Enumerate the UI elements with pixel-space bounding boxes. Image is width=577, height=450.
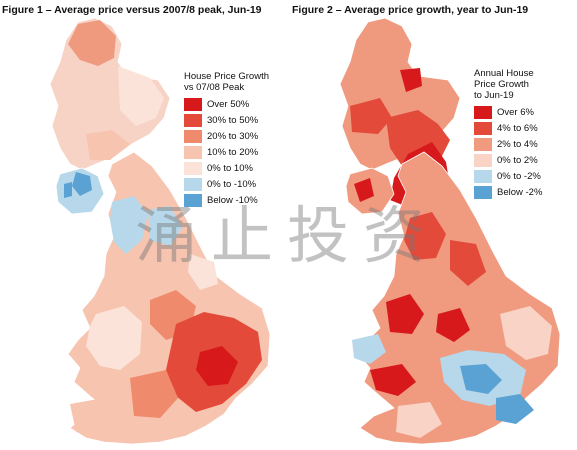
legend-swatch: [184, 161, 202, 175]
legend-entry: Over 50%: [184, 96, 284, 112]
northern-ireland-region: [345, 167, 395, 215]
legend-entry: 0% to 10%: [184, 160, 284, 176]
legend-entry: Below -10%: [184, 192, 284, 208]
legend-label: Below -10%: [207, 194, 258, 206]
legend-entry: 0% to -10%: [184, 176, 284, 192]
legend-swatch: [184, 145, 202, 159]
legend-entry: Below -2%: [474, 184, 574, 200]
legend-swatch: [474, 137, 492, 151]
legend-swatch: [184, 129, 202, 143]
legend-swatch: [184, 177, 202, 191]
legend-label: Below -2%: [497, 186, 543, 198]
figure2-title: Figure 2 – Average price growth, year to…: [292, 4, 529, 16]
legend-label: Over 50%: [207, 98, 250, 110]
legend-swatch: [474, 153, 492, 167]
scotland-region: [49, 17, 171, 171]
figure2-legend-title: Annual House Price Growth to Jun-19: [474, 68, 534, 101]
legend-label: Over 6%: [497, 106, 534, 118]
legend-label: 20% to 30%: [207, 130, 259, 142]
legend-entry: 4% to 6%: [474, 120, 574, 136]
legend-swatch: [474, 105, 492, 119]
figure1-uk-map: [49, 17, 271, 445]
legend-entry: Over 6%: [474, 104, 574, 120]
legend-label: 2% to 4%: [497, 138, 538, 150]
legend-swatch: [474, 121, 492, 135]
legend-swatch: [184, 113, 202, 127]
legend-label: 0% to -10%: [207, 178, 257, 190]
legend-entry: 0% to -2%: [474, 168, 574, 184]
england-wales-region: [352, 151, 561, 445]
legend-entry: 0% to 2%: [474, 152, 574, 168]
legend-entry: 10% to 20%: [184, 144, 284, 160]
legend-label: 0% to 2%: [497, 154, 538, 166]
legend-label: 0% to 10%: [207, 162, 253, 174]
legend-entry: 2% to 4%: [474, 136, 574, 152]
figure2-uk-map: [339, 17, 561, 445]
watermark: 涌止投资: [135, 199, 440, 272]
figure2-legend: Annual House Price Growth to Jun-19 Over…: [474, 68, 574, 200]
england-wales-region: [67, 151, 271, 445]
legend-label: 10% to 20%: [207, 146, 259, 158]
legend-label: 30% to 50%: [207, 114, 259, 126]
legend-swatch: [474, 169, 492, 183]
legend-swatch: [474, 185, 492, 199]
legend-entry: 20% to 30%: [184, 128, 284, 144]
figure1-title: Figure 1 – Average price versus 2007/8 p…: [2, 4, 262, 16]
figure1-legend-title: House Price Growth vs 07/08 Peak: [184, 71, 270, 93]
legend-label: 0% to -2%: [497, 170, 541, 182]
legend-label: 4% to 6%: [497, 122, 538, 134]
legend-swatch: [184, 193, 202, 207]
legend-swatch: [184, 97, 202, 111]
northern-ireland-region: [55, 167, 105, 215]
figure1-legend: House Price Growth vs 07/08 Peak Over 50…: [184, 71, 284, 208]
legend-entry: 30% to 50%: [184, 112, 284, 128]
